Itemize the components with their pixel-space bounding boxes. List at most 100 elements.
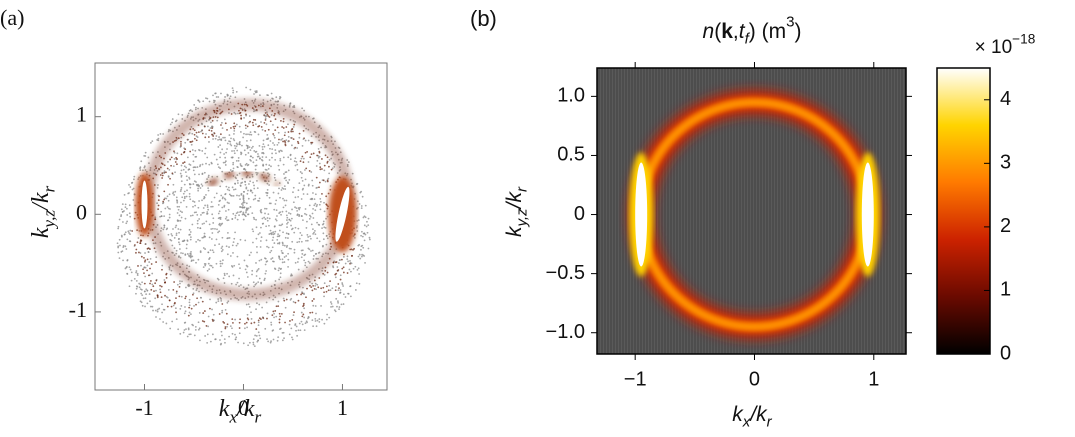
speckle xyxy=(181,153,183,155)
speckle xyxy=(276,305,278,307)
speckle xyxy=(293,126,295,128)
speckle xyxy=(275,316,277,318)
speckle xyxy=(355,289,357,291)
speckle xyxy=(319,152,321,154)
speckle xyxy=(171,156,173,158)
speckle xyxy=(189,193,191,195)
speckle xyxy=(188,163,190,165)
speckle xyxy=(318,318,320,320)
speckle xyxy=(298,258,300,260)
speckle xyxy=(192,214,194,216)
speckle xyxy=(197,223,199,225)
speckle xyxy=(261,307,263,309)
speckle xyxy=(256,159,258,161)
speckle xyxy=(151,263,153,265)
speckle xyxy=(299,207,301,209)
speckle xyxy=(219,225,221,227)
speckle xyxy=(266,318,268,320)
speckle xyxy=(335,286,337,288)
speckle xyxy=(176,292,178,294)
speckle xyxy=(239,318,241,320)
speckle xyxy=(212,249,214,251)
speckle xyxy=(298,269,300,271)
speckle xyxy=(298,137,300,139)
speckle xyxy=(149,283,151,285)
speckle xyxy=(320,287,322,289)
speckle xyxy=(197,188,199,190)
speckle xyxy=(179,248,181,250)
speckle xyxy=(368,248,370,250)
speckle xyxy=(233,128,235,130)
speckle xyxy=(296,335,298,337)
speckle xyxy=(210,249,212,251)
speckle xyxy=(180,143,182,145)
speckle xyxy=(274,129,276,131)
speckle xyxy=(186,175,188,177)
speckle xyxy=(256,275,258,277)
speckle xyxy=(213,251,215,253)
label-part: −18 xyxy=(1012,31,1036,46)
speckle xyxy=(173,165,175,167)
speckle xyxy=(247,147,249,149)
speckle xyxy=(231,327,233,329)
speckle xyxy=(158,205,160,207)
label-part: r xyxy=(39,186,58,193)
speckle xyxy=(361,205,363,207)
speckle xyxy=(249,180,251,182)
speckle xyxy=(135,249,137,251)
speckle xyxy=(293,124,295,126)
speckle xyxy=(234,319,236,321)
speckle xyxy=(299,133,301,135)
speckle xyxy=(131,271,133,273)
speckle xyxy=(362,196,364,198)
speckle xyxy=(194,335,196,337)
speckle xyxy=(278,256,280,258)
speckle xyxy=(134,244,136,246)
speckle xyxy=(244,149,246,151)
speckle xyxy=(185,171,187,173)
speckle xyxy=(310,286,312,288)
speckle xyxy=(122,259,124,261)
speckle xyxy=(252,122,254,124)
label-part: /k xyxy=(235,396,255,422)
speckle xyxy=(287,156,289,158)
speckle xyxy=(256,335,258,337)
speckle xyxy=(128,232,130,234)
speckle xyxy=(221,335,223,337)
speckle xyxy=(280,272,282,274)
speckle xyxy=(210,341,212,343)
speckle xyxy=(230,95,232,97)
speckle xyxy=(195,211,197,213)
speckle xyxy=(311,312,313,314)
speckle xyxy=(338,287,340,289)
speckle xyxy=(233,275,235,277)
speckle xyxy=(217,146,219,148)
speckle xyxy=(166,296,168,298)
speckle xyxy=(205,194,207,196)
speckle xyxy=(137,237,139,239)
speckle xyxy=(294,249,296,251)
speckle xyxy=(274,310,276,312)
speckle xyxy=(176,232,178,234)
speckle xyxy=(204,248,206,250)
speckle xyxy=(284,200,286,202)
speckle xyxy=(267,172,269,174)
speckle xyxy=(256,302,258,304)
speckle xyxy=(279,322,281,324)
speckle xyxy=(233,130,235,132)
speckle xyxy=(201,150,203,152)
speckle xyxy=(265,273,267,275)
speckle xyxy=(149,248,151,250)
speckle xyxy=(235,284,237,286)
speckle xyxy=(193,292,195,294)
speckle xyxy=(199,164,201,166)
speckle xyxy=(191,144,193,146)
speckle xyxy=(159,318,161,320)
speckle xyxy=(123,245,125,247)
speckle xyxy=(316,222,318,224)
speckle xyxy=(308,185,310,187)
speckle xyxy=(137,265,139,267)
speckle xyxy=(211,176,213,178)
speckle xyxy=(283,337,285,339)
speckle xyxy=(292,191,294,193)
